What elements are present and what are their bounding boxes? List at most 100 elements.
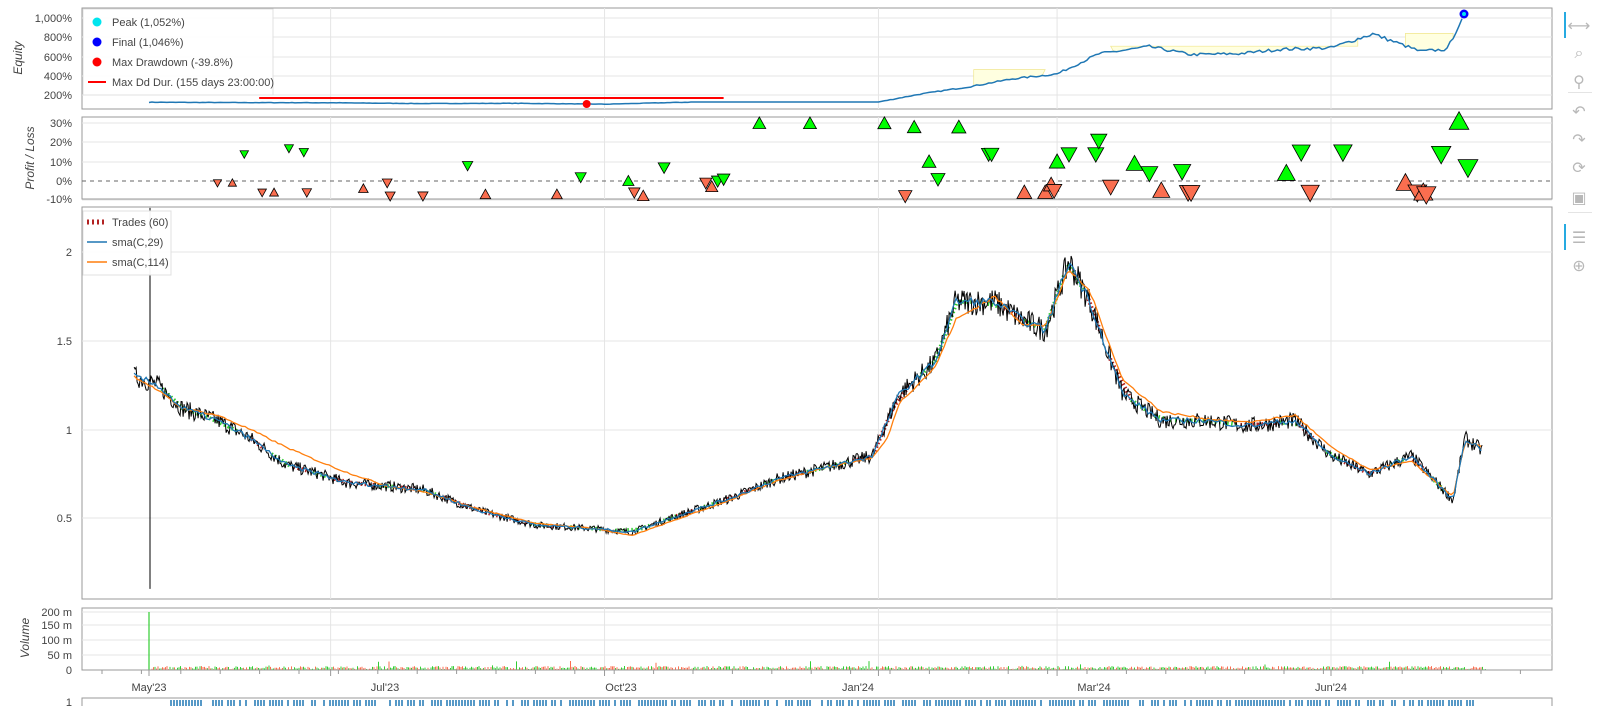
trade-pnl-marker — [1181, 185, 1201, 203]
trade-line — [1003, 306, 1029, 324]
peak-legend-label: Peak (1,052%) — [112, 17, 185, 29]
trade-line — [293, 464, 309, 473]
trade-line — [509, 516, 530, 526]
price-tick: 2 — [66, 247, 72, 259]
trade-pnl-marker — [1045, 184, 1063, 200]
equity-legend: Peak (1,052%) Final (1,046%) Max Drawdow… — [82, 8, 274, 96]
trade-pnl-marker — [257, 188, 268, 198]
price-tick: 1 — [66, 425, 72, 437]
trade-pnl-marker — [357, 183, 369, 193]
volume-tick: 50 m — [48, 650, 72, 662]
trade-pnl-marker — [1415, 186, 1437, 205]
trade-pnl-marker — [574, 172, 587, 184]
trade-pnl-marker — [752, 116, 767, 129]
trade-line — [1154, 413, 1173, 423]
bottom-panel — [81, 697, 1553, 706]
final-legend-label: Final (1,046%) — [112, 37, 184, 49]
crosshair-tool-icon[interactable]: ⊕ — [1572, 255, 1586, 275]
box-zoom-tool-icon[interactable]: ⌕ — [1574, 43, 1584, 62]
price-plot — [133, 207, 1483, 589]
sma-fast-legend-label: sma(C,29) — [112, 237, 163, 249]
trade-pnl-marker — [381, 178, 393, 189]
price-panel — [81, 206, 1553, 600]
price-legend: Trades (60) sma(C,29) sma(C,114) — [82, 210, 172, 276]
bottom-tick: 1 — [66, 697, 72, 706]
trade-pnl-marker — [704, 179, 719, 193]
x-axis-minor-ticks — [101, 670, 1521, 676]
trade-pnl-marker — [1300, 184, 1320, 203]
trade-pnl-marker — [877, 115, 892, 130]
volume-tick: 200 m — [41, 607, 72, 619]
equity-tick: 1,000% — [35, 13, 73, 25]
wheel-zoom-tool-icon[interactable]: ⚲ — [1573, 71, 1585, 91]
equity-tick: 200% — [44, 90, 72, 102]
trade-line — [1129, 398, 1148, 412]
trade-pnl-marker — [636, 189, 650, 202]
pnl-plot — [82, 110, 1552, 205]
pnl-tick: 30% — [50, 118, 72, 130]
trade-pnl-marker — [716, 173, 731, 187]
x-tick-label: May'23 — [131, 682, 166, 694]
pan-tool-icon[interactable]: ⟷ — [1564, 12, 1592, 38]
trade-pnl-marker — [1037, 184, 1054, 199]
x-tick-label: Jun'24 — [1315, 682, 1347, 694]
price-candles — [133, 255, 1483, 536]
trade-pnl-marker — [802, 116, 818, 129]
equity-axis-label: Equity — [11, 40, 25, 74]
equity-tick: 800% — [44, 32, 72, 44]
dd-duration-legend-label: Max Dd Dur. (155 days 23:00:00) — [112, 77, 274, 89]
undo-tool-icon[interactable]: ↶ — [1572, 101, 1586, 121]
trade-pnl-marker — [417, 191, 429, 202]
trade-pnl-marker — [1448, 110, 1470, 130]
trade-pnl-marker — [479, 188, 492, 200]
redo-tool-icon[interactable]: ↷ — [1572, 129, 1586, 149]
peak-equity-marker — [1462, 12, 1467, 16]
trade-pnl-marker — [951, 119, 967, 134]
equity-tick: 600% — [44, 52, 72, 64]
reset-tool-icon[interactable]: ⟳ — [1572, 157, 1586, 177]
trade-pnl-marker — [461, 161, 474, 172]
trade-pnl-marker — [897, 190, 913, 204]
trade-pnl-marker — [627, 187, 641, 200]
volume-tick: 0 — [66, 665, 72, 677]
sma-fast-line — [133, 262, 1482, 533]
pnl-tick: 0% — [56, 176, 72, 188]
equity-curve — [148, 18, 1463, 105]
toolbar-divider — [1568, 212, 1592, 213]
volume-tick: 150 m — [41, 620, 72, 632]
equity-tick: 400% — [44, 71, 72, 83]
pnl-axis-label: Profit / Loss — [23, 126, 37, 189]
final-legend-marker — [92, 37, 102, 47]
trades-legend-label: Trades (60) — [112, 217, 168, 229]
save-tool-icon[interactable]: ▣ — [1571, 187, 1587, 207]
drawdown-legend-label: Max Drawdown (-39.8%) — [112, 57, 233, 69]
price-tick: 1.5 — [57, 336, 72, 348]
trade-pnl-marker — [298, 148, 310, 158]
trade-pnl-marker — [1276, 163, 1296, 181]
x-tick-label: Mar'24 — [1077, 682, 1110, 694]
trade-pnl-marker — [930, 173, 946, 187]
trade-pnl-marker — [212, 179, 223, 188]
trade-line — [1325, 449, 1343, 463]
trade-pnl-marker — [1457, 159, 1479, 179]
trade-pnl-marker — [268, 187, 280, 197]
trade-pnl-marker — [227, 177, 238, 187]
trade-pnl-marker — [1087, 147, 1105, 163]
peak-legend-marker — [92, 17, 102, 27]
trade-pnl-marker — [550, 188, 563, 200]
x-tick-label: Oct'23 — [605, 682, 636, 694]
trade-pnl-marker — [1125, 154, 1144, 171]
trade-pnl-marker — [983, 147, 1000, 163]
pnl-tick: 10% — [50, 157, 72, 169]
equity-panel — [81, 7, 1553, 110]
hover-tool-icon[interactable]: ☰ — [1564, 224, 1592, 250]
trade-pnl-marker — [699, 177, 713, 190]
x-tick-label: Jul'23 — [371, 682, 399, 694]
trade-pnl-marker — [622, 174, 635, 186]
trade-pnl-marker — [657, 162, 671, 175]
price-tick: 0.5 — [57, 513, 72, 525]
equity-plot — [148, 9, 1469, 108]
drawdown-legend-marker — [92, 57, 102, 67]
trade-pnl-marker — [906, 119, 922, 134]
